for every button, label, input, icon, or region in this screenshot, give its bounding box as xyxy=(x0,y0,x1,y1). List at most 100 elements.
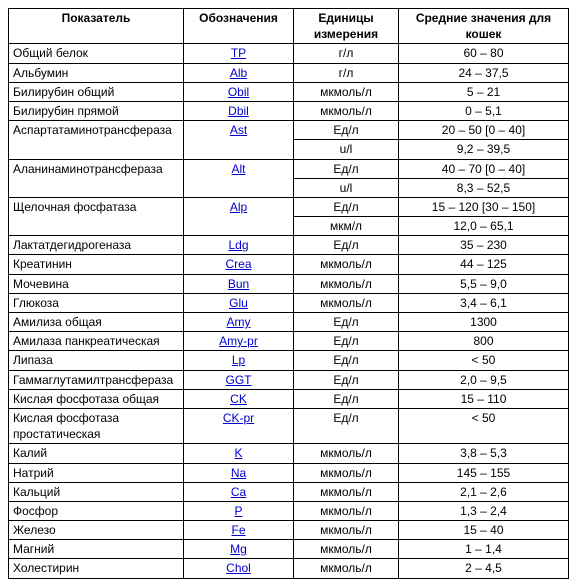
abbrev-link[interactable]: Amy xyxy=(227,315,251,329)
abbrev-link[interactable]: Na xyxy=(231,466,246,480)
abbrev-link[interactable]: Alb xyxy=(230,66,247,80)
value-cell: 12,0 – 65,1 xyxy=(399,217,569,236)
indicator-name: Кислая фосфотаза простатическая xyxy=(9,408,184,443)
indicator-name: Аспартатаминотрансфераза xyxy=(9,121,184,159)
value-cell: 9,2 – 39,5 xyxy=(399,140,569,159)
abbrev-link[interactable]: CK-pr xyxy=(223,411,254,425)
abbrev-link[interactable]: K xyxy=(234,446,242,460)
unit-cell: мкмоль/л xyxy=(294,501,399,520)
unit-cell: Ед/л xyxy=(294,370,399,389)
value-cell: < 50 xyxy=(399,408,569,443)
abbrev-link[interactable]: TP xyxy=(231,46,246,60)
indicator-name: Альбумин xyxy=(9,63,184,82)
unit-cell: мкмоль/л xyxy=(294,274,399,293)
unit-cell: г/л xyxy=(294,44,399,63)
abbrev-link[interactable]: Bun xyxy=(228,277,249,291)
indicator-name: Гаммаглутамилтрансфераза xyxy=(9,370,184,389)
abbrev-link[interactable]: Dbil xyxy=(228,104,249,118)
indicator-name: Щелочная фосфатаза xyxy=(9,197,184,235)
abbrev-link[interactable]: P xyxy=(234,504,242,518)
abbrev-link[interactable]: Ast xyxy=(230,123,247,137)
abbrev-link[interactable]: Ldg xyxy=(228,238,248,252)
indicator-name: Калий xyxy=(9,444,184,463)
abbrev-link[interactable]: Amy-pr xyxy=(219,334,258,348)
value-cell: 1 – 1,4 xyxy=(399,540,569,559)
table-row: ФосфорPмкмоль/л1,3 – 2,4 xyxy=(9,501,569,520)
abbrev-link[interactable]: Mg xyxy=(230,542,247,556)
indicator-name: Аланинаминотрансфераза xyxy=(9,159,184,197)
value-cell: 5,5 – 9,0 xyxy=(399,274,569,293)
table-row: Амилиза общаяAmyЕд/л1300 xyxy=(9,313,569,332)
value-cell: 3,8 – 5,3 xyxy=(399,444,569,463)
abbrev-link[interactable]: Alt xyxy=(231,162,245,176)
abbrev-cell: Amy-pr xyxy=(184,332,294,351)
indicator-name: Глюкоза xyxy=(9,293,184,312)
indicator-name: Креатинин xyxy=(9,255,184,274)
abbrev-cell: Alb xyxy=(184,63,294,82)
abbrev-cell: Crea xyxy=(184,255,294,274)
table-row: ГлюкозаGluмкмоль/л3,4 – 6,1 xyxy=(9,293,569,312)
col-values: Средние значения для кошек xyxy=(399,9,569,44)
table-row: АланинаминотрансферазаAltЕд/л40 – 70 [0 … xyxy=(9,159,569,178)
indicator-name: Амилиза общая xyxy=(9,313,184,332)
unit-cell: Ед/л xyxy=(294,351,399,370)
abbrev-cell: Mg xyxy=(184,540,294,559)
unit-cell: мкмоль/л xyxy=(294,540,399,559)
abbrev-link[interactable]: Ca xyxy=(231,485,246,499)
indicator-name: Железо xyxy=(9,521,184,540)
table-row: ЛипазаLpЕд/л< 50 xyxy=(9,351,569,370)
value-cell: 15 – 120 [30 – 150] xyxy=(399,197,569,216)
value-cell: 0 – 5,1 xyxy=(399,101,569,120)
abbrev-cell: Ast xyxy=(184,121,294,159)
unit-cell: Ед/л xyxy=(294,121,399,140)
unit-cell: мкмоль/л xyxy=(294,101,399,120)
abbrev-link[interactable]: Alp xyxy=(230,200,247,214)
abbrev-cell: GGT xyxy=(184,370,294,389)
unit-cell: мкмоль/л xyxy=(294,463,399,482)
value-cell: 35 – 230 xyxy=(399,236,569,255)
unit-cell: мкмоль/л xyxy=(294,444,399,463)
abbrev-cell: Chol xyxy=(184,559,294,578)
table-row: АльбуминAlbг/л24 – 37,5 xyxy=(9,63,569,82)
abbrev-cell: Glu xyxy=(184,293,294,312)
indicator-name: Билирубин прямой xyxy=(9,101,184,120)
col-abbrev: Обозначения xyxy=(184,9,294,44)
abbrev-link[interactable]: Glu xyxy=(229,296,248,310)
abbrev-link[interactable]: Fe xyxy=(231,523,245,537)
abbrev-link[interactable]: Chol xyxy=(226,561,251,575)
abbrev-link[interactable]: GGT xyxy=(226,373,252,387)
unit-cell: Ед/л xyxy=(294,236,399,255)
value-cell: 15 – 40 xyxy=(399,521,569,540)
unit-cell: мкмоль/л xyxy=(294,482,399,501)
table-row: Билирубин общийObilмкмоль/л5 – 21 xyxy=(9,82,569,101)
table-row: КальцийCaмкмоль/л2,1 – 2,6 xyxy=(9,482,569,501)
unit-cell: u/l xyxy=(294,140,399,159)
indicator-name: Натрий xyxy=(9,463,184,482)
table-row: ЖелезоFeмкмоль/л15 – 40 xyxy=(9,521,569,540)
abbrev-cell: P xyxy=(184,501,294,520)
value-cell: 2,0 – 9,5 xyxy=(399,370,569,389)
col-units: Единицы измерения xyxy=(294,9,399,44)
value-cell: 24 – 37,5 xyxy=(399,63,569,82)
abbrev-link[interactable]: Lp xyxy=(232,353,245,367)
abbrev-cell: Ldg xyxy=(184,236,294,255)
table-row: Калий Kмкмоль/л3,8 – 5,3 xyxy=(9,444,569,463)
indicator-name: Мочевина xyxy=(9,274,184,293)
unit-cell: Ед/л xyxy=(294,389,399,408)
table-row: КреатининCreaмкмоль/л44 – 125 xyxy=(9,255,569,274)
value-cell: 5 – 21 xyxy=(399,82,569,101)
unit-cell: Ед/л xyxy=(294,408,399,443)
value-cell: < 50 xyxy=(399,351,569,370)
value-cell: 60 – 80 xyxy=(399,44,569,63)
table-row: АспартатаминотрансферазаAstЕд/л20 – 50 [… xyxy=(9,121,569,140)
abbrev-cell: Alt xyxy=(184,159,294,197)
abbrev-link[interactable]: CK xyxy=(230,392,247,406)
abbrev-link[interactable]: Crea xyxy=(225,257,251,271)
unit-cell: мкмоль/л xyxy=(294,293,399,312)
unit-cell: мкмоль/л xyxy=(294,559,399,578)
abbrev-link[interactable]: Obil xyxy=(228,85,249,99)
biochem-table: Показатель Обозначения Единицы измерения… xyxy=(8,8,569,579)
value-cell: 1,3 – 2,4 xyxy=(399,501,569,520)
indicator-name: Лактатдегидрогеназа xyxy=(9,236,184,255)
value-cell: 145 – 155 xyxy=(399,463,569,482)
